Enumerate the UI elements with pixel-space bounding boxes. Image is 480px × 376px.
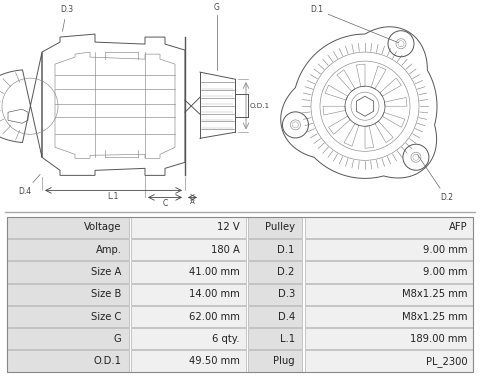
Bar — [249, 239, 302, 260]
Bar — [7, 217, 129, 238]
Text: 62.00 mm: 62.00 mm — [189, 311, 240, 321]
Text: 189.00 mm: 189.00 mm — [410, 334, 467, 344]
Bar — [305, 350, 473, 372]
Text: 6 qty.: 6 qty. — [213, 334, 240, 344]
Text: 12 V: 12 V — [217, 222, 240, 232]
Bar — [249, 261, 302, 283]
Text: C: C — [162, 199, 168, 208]
Text: D.3: D.3 — [60, 5, 73, 31]
Text: O.D.1: O.D.1 — [94, 356, 121, 366]
Text: D.3: D.3 — [277, 289, 295, 299]
Text: Size C: Size C — [91, 311, 121, 321]
Bar — [305, 328, 473, 349]
Text: Pulley: Pulley — [265, 222, 295, 232]
Bar — [7, 261, 129, 283]
Text: Amp.: Amp. — [96, 245, 121, 255]
Bar — [132, 261, 246, 283]
Bar — [132, 217, 246, 238]
Bar — [7, 239, 129, 260]
Text: Size B: Size B — [91, 289, 121, 299]
Text: D.4: D.4 — [18, 174, 40, 196]
Text: M8x1.25 mm: M8x1.25 mm — [402, 311, 467, 321]
Text: PL_2300: PL_2300 — [426, 356, 467, 367]
Text: D.1: D.1 — [310, 5, 398, 43]
Text: O.D.1: O.D.1 — [250, 103, 270, 109]
Text: Plug: Plug — [273, 356, 295, 366]
Text: D.2: D.2 — [277, 267, 295, 277]
Bar — [305, 284, 473, 305]
Text: 9.00 mm: 9.00 mm — [423, 245, 467, 255]
Text: D.2: D.2 — [418, 155, 453, 202]
Bar — [249, 306, 302, 327]
Text: 180 A: 180 A — [211, 245, 240, 255]
Text: D.4: D.4 — [277, 311, 295, 321]
Text: 9.00 mm: 9.00 mm — [423, 267, 467, 277]
Bar — [249, 328, 302, 349]
Text: L.1: L.1 — [108, 193, 119, 202]
Bar — [249, 284, 302, 305]
Text: 49.50 mm: 49.50 mm — [189, 356, 240, 366]
Bar — [132, 306, 246, 327]
Text: G: G — [114, 334, 121, 344]
Bar — [249, 217, 302, 238]
Text: A: A — [190, 199, 194, 205]
Text: Size A: Size A — [91, 267, 121, 277]
Bar — [249, 350, 302, 372]
Text: D.1: D.1 — [277, 245, 295, 255]
Text: 14.00 mm: 14.00 mm — [189, 289, 240, 299]
Bar — [132, 328, 246, 349]
Text: M8x1.25 mm: M8x1.25 mm — [402, 289, 467, 299]
Bar — [7, 306, 129, 327]
Text: Voltage: Voltage — [84, 222, 121, 232]
Bar — [7, 350, 129, 372]
Bar — [132, 239, 246, 260]
Text: G: G — [214, 3, 220, 12]
Bar — [7, 328, 129, 349]
Bar — [305, 239, 473, 260]
Bar — [305, 217, 473, 238]
Bar — [7, 284, 129, 305]
Bar — [132, 284, 246, 305]
Bar — [305, 261, 473, 283]
Bar — [132, 350, 246, 372]
Text: AFP: AFP — [449, 222, 467, 232]
Text: L.1: L.1 — [280, 334, 295, 344]
Bar — [305, 306, 473, 327]
Text: 41.00 mm: 41.00 mm — [189, 267, 240, 277]
